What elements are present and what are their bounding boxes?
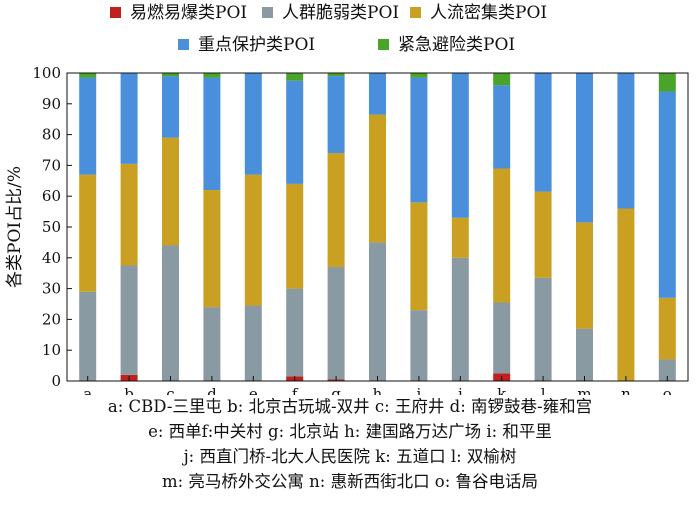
x-tick-label-k: k (497, 385, 507, 395)
x-tick-label-l: l (541, 385, 546, 395)
x-tick-label-b: b (124, 385, 134, 395)
bar-segment-k-s3 (493, 85, 511, 169)
legend-swatch-3 (178, 39, 189, 50)
bar-segment-l-s2 (534, 191, 552, 278)
bar-segment-i-s2 (410, 202, 428, 311)
bar-segment-j-s2 (451, 217, 469, 258)
y-tick-label: 0 (51, 372, 61, 390)
y-tick-label: 90 (42, 95, 61, 113)
legend-swatch-0 (110, 7, 121, 18)
legend-swatch-1 (262, 7, 273, 18)
caption-line-2: e: 西单f:中关村 g: 北京站 h: 建国路万达广场 i: 和平里 (148, 422, 552, 441)
bar-segment-i-s3 (410, 77, 428, 203)
bar-segment-f-s4 (286, 73, 304, 81)
x-tick-label-c: c (166, 385, 174, 395)
bar-segment-c-s4 (162, 73, 179, 77)
bar-segment-o-s3 (658, 91, 676, 298)
bar-segment-c-s1 (162, 245, 179, 381)
x-tick-label-j: j (456, 385, 463, 395)
y-tick-label: 10 (42, 341, 61, 359)
bar-segment-g-s4 (327, 73, 345, 77)
y-tick-label: 40 (42, 249, 61, 267)
bar-segment-a-s2 (79, 174, 97, 292)
bar-segment-k-s1 (493, 302, 511, 374)
bar-segment-e-s1 (244, 305, 262, 381)
bar-segment-k-s2 (493, 168, 511, 303)
bar-segment-a-s3 (79, 77, 97, 175)
bar-segment-c-s3 (162, 76, 179, 138)
y-tick-label: 30 (42, 280, 61, 298)
bar-segment-c-s2 (162, 137, 179, 246)
bar-segment-o-s1 (658, 359, 676, 381)
bar-segment-d-s3 (203, 77, 221, 191)
bar-segment-f-s2 (286, 183, 304, 289)
legend-label-3: 重点保护类POI (198, 35, 315, 55)
stacked-bar-chart: 易燃易爆类POI 人群脆弱类POI 人流密集类POI 重点保护类POI 紧急避险类POI… (5, 3, 689, 395)
caption-line-3: j: 西直门桥-北大人民医院 k: 五道口 l: 双榆树 (183, 447, 517, 466)
legend-label-0: 易燃易爆类POI (130, 3, 247, 23)
legend: 易燃易爆类POI 人群脆弱类POI 人流密集类POI 重点保护类POI 紧急避险类POI (110, 3, 547, 55)
legend-swatch-4 (378, 39, 389, 50)
bar-segment-e-s2 (244, 174, 262, 306)
bar-segment-n-s2 (617, 208, 635, 381)
bar-segment-d-s1 (203, 307, 221, 381)
bar-segment-m-s1 (576, 328, 593, 381)
bar-segment-o-s2 (658, 297, 676, 360)
y-tick-label: 70 (42, 156, 61, 174)
y-tick-label: 100 (32, 64, 61, 82)
x-tick-label-h: h (373, 385, 383, 395)
y-tick-label: 80 (42, 126, 61, 144)
legend-label-4: 紧急避险类POI (398, 35, 515, 55)
bar-segment-h-s1 (369, 242, 386, 381)
bar-segment-h-s2 (369, 114, 386, 243)
y-tick-label: 60 (42, 187, 61, 205)
axes: 0 10 20 30 40 50 60 70 80 90 100 a b c d e f g h i j k l m n o (32, 64, 689, 395)
bar-segment-b-s1 (120, 265, 138, 375)
bar-segment-f-s1 (286, 288, 304, 377)
x-tick-label-f: f (292, 385, 299, 395)
x-tick-label-i: i (416, 385, 421, 395)
legend-label-1: 人群脆弱类POI (282, 3, 399, 23)
caption-line-1: a: CBD-三里屯 b: 北京古玩城-双井 c: 王府井 d: 南锣鼓巷-雍和… (107, 397, 593, 416)
bar-segment-i-s4 (410, 73, 428, 78)
bar-segment-f-s3 (286, 80, 304, 184)
x-tick-label-e: e (249, 385, 258, 395)
y-axis-label: 各类POI占比/% (5, 166, 25, 288)
bar-segment-b-s3 (120, 73, 138, 164)
x-tick-label-m: m (577, 385, 591, 395)
bar-segment-j-s3 (451, 73, 469, 218)
bar-segment-g-s3 (327, 76, 345, 154)
x-tick-label-o: o (663, 385, 672, 395)
bar-segment-a-s4 (79, 73, 97, 78)
bar-segment-m-s3 (576, 73, 593, 223)
x-tick-label-a: a (83, 385, 92, 395)
legend-swatch-2 (410, 7, 421, 18)
y-tick-label: 20 (42, 310, 61, 328)
bar-segment-a-s1 (79, 291, 97, 381)
bar-segment-j-s1 (451, 257, 469, 381)
x-tick-label-d: d (207, 385, 217, 395)
bar-segment-o-s4 (658, 73, 676, 92)
bar-segment-h-s3 (369, 73, 386, 115)
bar-segment-e-s3 (244, 73, 262, 175)
bar-segment-d-s4 (203, 73, 221, 78)
bar-segment-k-s4 (493, 73, 511, 86)
legend-label-2: 人流密集类POI (430, 3, 547, 23)
bar-segment-l-s1 (534, 277, 552, 381)
bar-segment-g-s1 (327, 267, 345, 380)
bar-segment-n-s3 (617, 73, 635, 209)
bars (79, 73, 676, 381)
bar-segment-i-s1 (410, 310, 428, 381)
x-tick-label-n: n (621, 385, 631, 395)
bar-segment-b-s2 (120, 163, 138, 266)
caption-line-4: m: 亮马桥外交公寓 n: 惠新西街北口 o: 鲁谷电话局 (161, 472, 539, 491)
y-tick-label: 50 (42, 218, 61, 236)
bar-segment-d-s2 (203, 190, 221, 308)
x-tick-label-g: g (331, 385, 341, 395)
bar-segment-l-s3 (534, 73, 552, 192)
bar-segment-m-s2 (576, 222, 593, 329)
bar-segment-g-s2 (327, 153, 345, 268)
